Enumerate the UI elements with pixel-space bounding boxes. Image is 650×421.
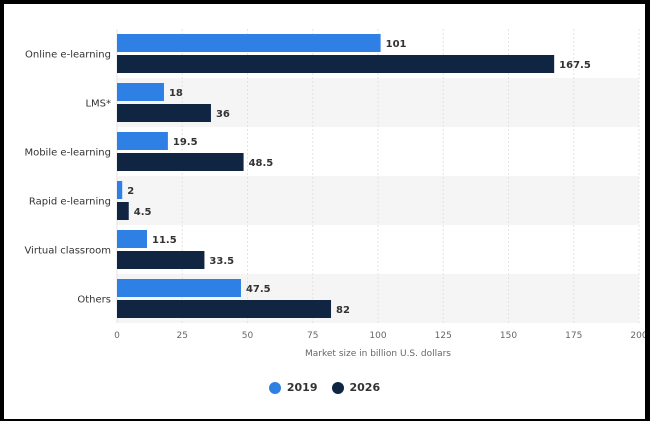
labels: 0 25 50 75 100 125 150 175 200 Online e-learning 1… xyxy=(24,39,645,341)
legend-marker xyxy=(268,381,281,394)
category-label: Virtual classroom xyxy=(24,246,111,257)
x-tick-label: 125 xyxy=(435,331,452,341)
bar-chart: 0 25 50 75 100 125 150 175 200 Online e-learning 1… xyxy=(24,29,645,359)
data-label: 167.5 xyxy=(559,60,591,71)
bar-2026 xyxy=(117,300,332,318)
data-label: 4.5 xyxy=(134,207,152,218)
data-label: 2 xyxy=(127,186,134,197)
legend-item-2019[interactable]: 2019 xyxy=(268,381,318,394)
data-label: 48.5 xyxy=(249,158,274,169)
data-label: 33.5 xyxy=(209,256,234,267)
bar-2019 xyxy=(117,132,168,150)
x-axis-title: Market size in billion U.S. dollars xyxy=(305,349,451,359)
x-tick-label: 25 xyxy=(177,331,188,341)
x-tick-label: 100 xyxy=(369,331,386,341)
bar-2026 xyxy=(117,55,555,73)
x-tick-label: 150 xyxy=(500,331,517,341)
bar-2019 xyxy=(117,34,381,52)
x-tick-label: 50 xyxy=(242,331,254,341)
data-label: 47.5 xyxy=(246,284,271,295)
row-band xyxy=(117,176,639,225)
legend-item-2026[interactable]: 2026 xyxy=(331,381,381,394)
data-label: 19.5 xyxy=(173,137,198,148)
x-tick-label: 0 xyxy=(114,331,120,341)
category-label: LMS* xyxy=(85,99,111,110)
category-label: Others xyxy=(77,295,111,306)
data-label: 18 xyxy=(169,88,183,99)
legend-label: 2019 xyxy=(286,381,318,394)
legend-marker xyxy=(331,381,344,394)
x-tick-label: 75 xyxy=(307,331,318,341)
bar-2019 xyxy=(117,83,164,101)
category-label: Rapid e-learning xyxy=(29,197,111,208)
chart-container: 0 25 50 75 100 125 150 175 200 Online e-learning 1… xyxy=(4,4,645,419)
legend-label: 2026 xyxy=(349,381,381,394)
legend: 2019 2026 xyxy=(4,381,645,394)
bar-2019 xyxy=(117,279,241,297)
bars xyxy=(117,34,555,318)
data-label: 36 xyxy=(216,109,230,120)
data-label: 82 xyxy=(336,305,350,316)
category-label: Mobile e-learning xyxy=(24,148,111,159)
bar-2026 xyxy=(117,153,244,171)
category-label: Online e-learning xyxy=(25,50,111,61)
bar-2026 xyxy=(117,104,211,122)
x-tick-label: 175 xyxy=(565,331,582,341)
bar-2019 xyxy=(117,181,123,199)
bar-2026 xyxy=(117,251,205,269)
bar-2019 xyxy=(117,230,148,248)
bar-2026 xyxy=(117,202,129,220)
data-label: 101 xyxy=(386,39,407,50)
x-tick-label: 200 xyxy=(630,331,645,341)
data-label: 11.5 xyxy=(152,235,177,246)
gridlines xyxy=(116,29,640,323)
